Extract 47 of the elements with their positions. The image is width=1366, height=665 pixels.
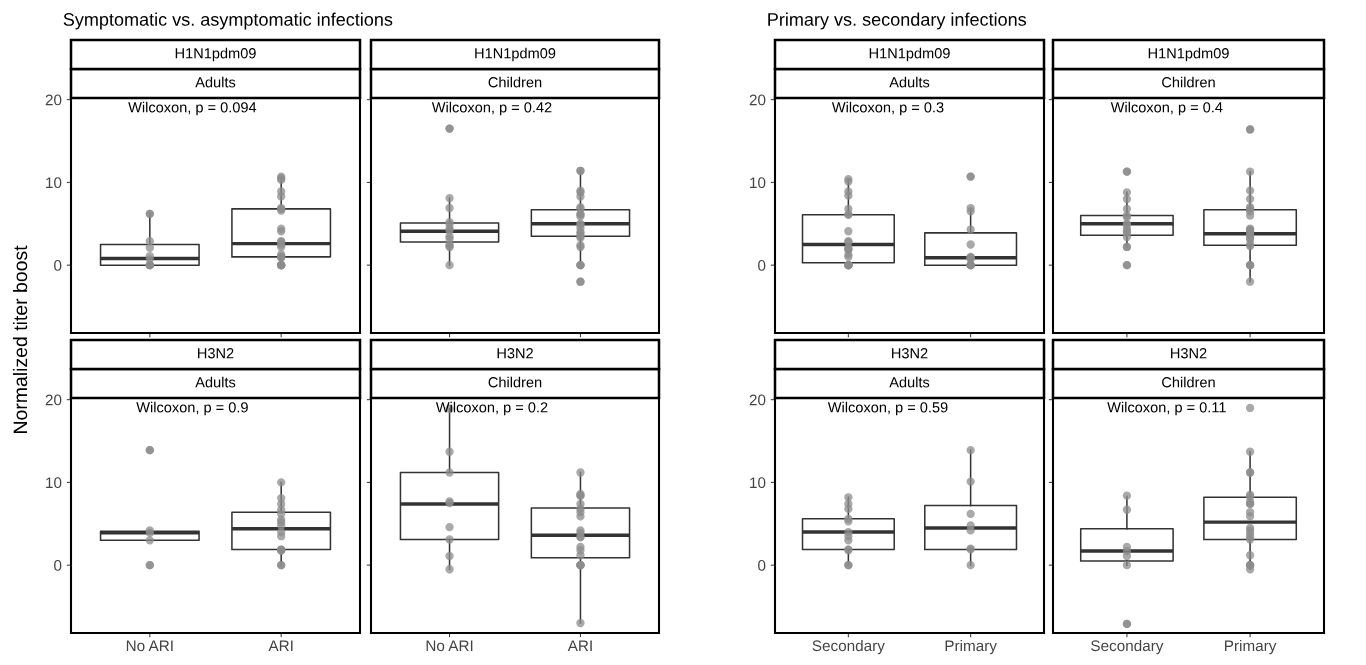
annotation: Wilcoxon, p = 0.59: [827, 401, 948, 416]
chart-subtitle: Children: [488, 376, 542, 388]
text: Symptomatic vs. asymptomatic infections: [63, 12, 393, 30]
chart-subtitle: Adults: [889, 376, 930, 388]
chart-title: H3N2: [198, 348, 234, 359]
chart-subtitle: Adults: [195, 76, 236, 88]
y-tick-label: 10: [750, 477, 766, 489]
y-tick-label: 10: [46, 177, 62, 189]
y-axis-title: Normalized titer boost: [12, 245, 28, 433]
y-tick-label: 0: [54, 560, 62, 571]
annotation: Wilcoxon, p = 0.11: [1107, 401, 1226, 416]
x-tick-label: No ARI: [126, 640, 173, 652]
y-tick-label: 0: [758, 260, 766, 271]
y-tick-label: 10: [750, 177, 766, 189]
x-tick-label: No ARI: [426, 640, 473, 652]
y-tick-label: 20: [749, 94, 766, 106]
x-tick-label: ARI: [567, 640, 592, 652]
chart-title: H1N1pdm09: [869, 47, 950, 62]
chart-subtitle: Adults: [195, 376, 236, 388]
annotation: Wilcoxon, p = 0.094: [128, 101, 257, 116]
x-tick-label: Secondary: [812, 639, 885, 655]
x-tick-label: Primary: [945, 639, 997, 655]
chart-title: H1N1pdm09: [1148, 47, 1229, 62]
annotation: Wilcoxon, p = 0.2: [435, 401, 548, 416]
y-tick-label: 0: [758, 560, 766, 571]
annotation: Wilcoxon, p = 0.9: [136, 401, 248, 416]
y-tick-label: 0: [54, 260, 62, 271]
annotation: Wilcoxon, p = 0.42: [431, 101, 552, 116]
x-tick-label: Secondary: [1091, 639, 1164, 655]
chart-subtitle: Children: [1162, 376, 1215, 388]
annotation: Wilcoxon, p = 0.3: [831, 101, 944, 116]
chart-subtitle: Adults: [889, 76, 930, 88]
y-tick-label: 10: [46, 477, 62, 489]
chart-title: H3N2: [1171, 348, 1207, 359]
x-tick-label: Primary: [1225, 639, 1277, 655]
chart-title: H1N1pdm09: [175, 47, 256, 62]
chart-subtitle: Children: [488, 76, 542, 88]
chart-subtitle: Children: [1162, 76, 1215, 88]
text: Primary vs. secondary infections: [768, 12, 1027, 30]
chart-title: H3N2: [892, 348, 928, 359]
y-tick-label: 20: [45, 394, 62, 406]
chart-title: H1N1pdm09: [475, 47, 556, 62]
y-tick-label: 20: [749, 394, 766, 406]
y-tick-label: 20: [45, 94, 62, 106]
annotation: Wilcoxon, p = 0.4: [1110, 101, 1223, 116]
x-tick-label: ARI: [268, 640, 293, 652]
chart-title: H3N2: [497, 348, 533, 359]
